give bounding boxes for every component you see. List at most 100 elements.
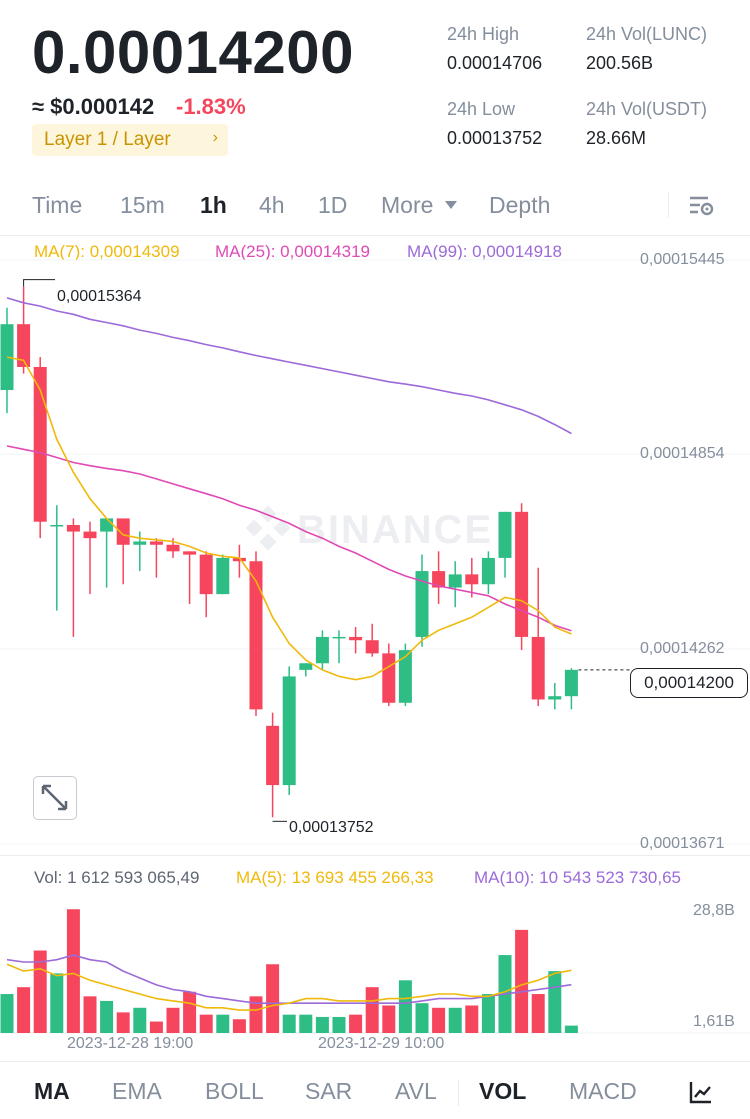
volume-bar-up [299, 1014, 313, 1033]
volume-bar-down [382, 1005, 396, 1033]
candle-down [232, 557, 246, 562]
header-divider [0, 235, 750, 236]
candle-up [216, 557, 230, 595]
volume-bar-down [66, 909, 80, 1033]
volume-bar-up [548, 971, 562, 1033]
candle-up [315, 636, 329, 664]
volume-bar-down [232, 1019, 246, 1033]
tab-vol[interactable]: VOL [479, 1078, 527, 1104]
candle-up [50, 525, 64, 527]
volume-bar-up [282, 1014, 296, 1033]
candle-down [465, 574, 479, 585]
expand-icon [41, 784, 68, 811]
volume-chart[interactable] [0, 890, 750, 1035]
volume-bar-up [216, 1014, 230, 1033]
candle-down [365, 640, 379, 654]
candle-down [199, 554, 213, 595]
volume-bar-down [199, 1014, 213, 1033]
volume-bar-down [349, 1014, 363, 1033]
volume-bar-up [133, 1007, 147, 1033]
tab-time[interactable]: Time [32, 192, 83, 218]
volume-bar-up [564, 1025, 578, 1033]
vol-base-value: 200.56B [586, 53, 654, 73]
price-tick-2: 0,00014854 [640, 445, 725, 462]
tab-ma[interactable]: MA [34, 1078, 70, 1104]
ma99-label: MA(99): 0,00014918 [407, 242, 562, 261]
high-marker-line [23, 279, 55, 287]
vol-ma5-line [6, 963, 572, 1011]
price-chart[interactable] [0, 240, 750, 860]
price-tick-3: 0,00014262 [640, 640, 725, 657]
volume-bar-up [0, 994, 14, 1033]
tab-divider [668, 192, 669, 218]
volume-bar-up [315, 1016, 329, 1033]
candle-up [498, 511, 512, 558]
candle-down [432, 571, 446, 588]
indicator-tabs: MA EMA BOLL SAR AVL VOL MACD [0, 1078, 750, 1110]
volume-bar-down [432, 1007, 446, 1033]
volume-bar-down [515, 929, 529, 1033]
volume-bar-down [149, 1021, 163, 1033]
category-tag-label: Layer 1 / Layer [44, 129, 171, 150]
timeframe-tabs: Time 15m 1h 4h 1D More Depth [0, 192, 750, 222]
volume-bar-down [365, 987, 379, 1033]
volume-bar-up [448, 1007, 462, 1033]
volume-bar-down [83, 996, 97, 1033]
vol-ma10-label: MA(10): 10 543 523 730,65 [474, 868, 681, 887]
candle-down [66, 525, 80, 532]
chart-settings-icon[interactable] [688, 194, 714, 216]
time-tick-1: 2023-12-28 19:00 [67, 1035, 194, 1052]
chevron-right-icon: › [212, 129, 218, 146]
ma99-line [6, 297, 572, 435]
ma7-label: MA(7): 0,00014309 [34, 242, 180, 261]
candle-down [183, 551, 197, 555]
volume-tick-bottom: 1,61B [693, 1013, 735, 1030]
candle-down [17, 324, 31, 367]
ma25-label: MA(25): 0,00014319 [215, 242, 370, 261]
volume-tick-top: 28,8B [693, 902, 735, 919]
tab-depth[interactable]: Depth [489, 192, 551, 218]
low-annotation: 0,00013752 [289, 819, 374, 836]
volume-bar-up [100, 1000, 114, 1033]
tab-ema[interactable]: EMA [112, 1078, 162, 1104]
volume-bar-down [465, 1005, 479, 1033]
tab-boll[interactable]: BOLL [205, 1078, 264, 1104]
candle-up [332, 636, 346, 639]
indicator-chart-icon[interactable] [689, 1080, 713, 1104]
candle-up [299, 663, 313, 670]
tab-more[interactable]: More [381, 192, 458, 219]
price-tick-4: 0,00013671 [640, 835, 725, 852]
tab-1d[interactable]: 1D [318, 192, 348, 218]
vol-base-label: 24h Vol(LUNC) [586, 24, 708, 44]
candle-down [83, 531, 97, 539]
low-24h-value: 0.00013752 [447, 128, 543, 148]
ma25-line [6, 445, 572, 632]
candle-down [266, 725, 280, 786]
candle-down [382, 653, 396, 703]
tab-15m[interactable]: 15m [120, 192, 165, 218]
candle-up [548, 696, 562, 700]
volume-bar-up [50, 973, 64, 1033]
expand-chart-button[interactable] [33, 776, 77, 820]
high-24h-label: 24h High [447, 24, 520, 44]
candle-up [133, 541, 147, 545]
usd-price: ≈ $0.000142 [32, 94, 155, 119]
vol-label: Vol: 1 612 593 065,49 [34, 868, 200, 887]
candle-down [33, 366, 47, 522]
tab-1h[interactable]: 1h [200, 192, 227, 218]
last-price: 0.00014200 [32, 19, 354, 86]
category-tag[interactable]: Layer 1 / Layer › [32, 124, 228, 156]
volume-bar-down [17, 987, 31, 1033]
candle-down [531, 636, 545, 700]
volume-bar-up [398, 980, 412, 1033]
candle-down [116, 518, 130, 545]
volume-bar-down [116, 1012, 130, 1033]
ma7-line [6, 356, 572, 681]
tab-macd[interactable]: MACD [569, 1078, 637, 1104]
high-annotation: 0,00015364 [57, 288, 142, 305]
vol-ma5-label: MA(5): 13 693 455 266,33 [236, 868, 434, 887]
tab-avl[interactable]: AVL [395, 1078, 437, 1104]
tab-4h[interactable]: 4h [259, 192, 285, 218]
volume-bar-down [33, 950, 47, 1033]
tab-sar[interactable]: SAR [305, 1078, 353, 1104]
